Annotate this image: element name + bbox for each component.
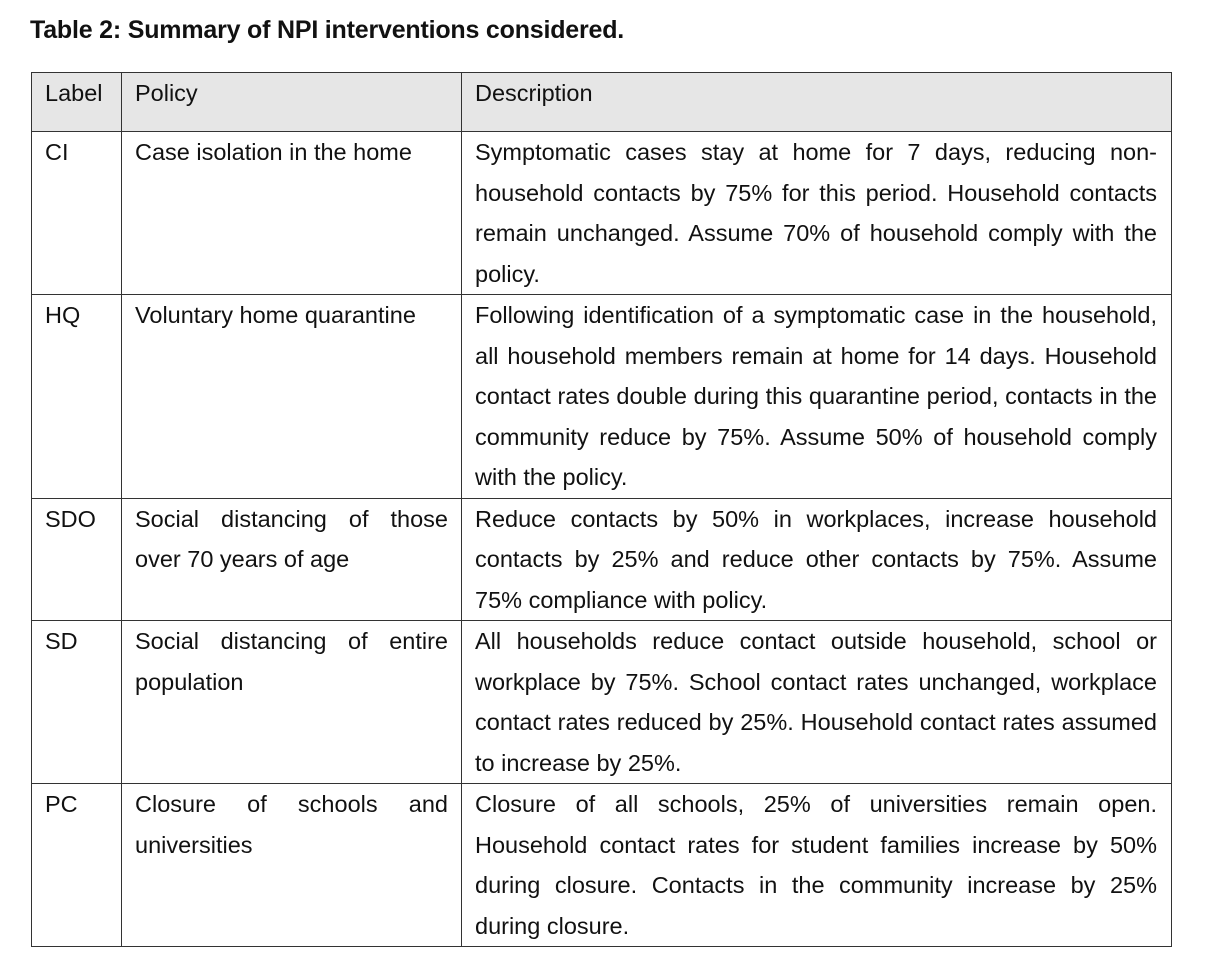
header-policy: Policy <box>121 72 462 132</box>
row-description-cell: Following identification of a symptomati… <box>461 294 1172 499</box>
table-caption: Table 2: Summary of NPI interventions co… <box>30 16 625 44</box>
row-description-cell: Reduce contacts by 50% in workplaces, in… <box>461 497 1172 621</box>
row-description-cell: All households reduce contact outside ho… <box>461 620 1172 784</box>
table-row: PC Closure of schools and universities C… <box>31 783 1172 947</box>
row-label-cell: SDO <box>31 497 122 621</box>
row-label-cell: PC <box>31 783 122 947</box>
row-policy-cell: Closure of schools and universities <box>121 783 462 947</box>
row-policy-cell: Social distancing of those over 70 years… <box>121 497 462 621</box>
table-row: SDO Social distancing of those over 70 y… <box>31 497 1172 621</box>
table-row: CI Case isolation in the home Symptomati… <box>31 131 1172 295</box>
table-row: HQ Voluntary home quarantine Following i… <box>31 294 1172 499</box>
header-label: Label <box>31 72 122 132</box>
row-policy-cell: Voluntary home quarantine <box>121 294 462 499</box>
row-label-cell: SD <box>31 620 122 784</box>
row-label-cell: HQ <box>31 294 122 499</box>
table-row: SD Social distancing of entire populatio… <box>31 620 1172 784</box>
row-policy-cell: Social distancing of entire population <box>121 620 462 784</box>
table-header-row: Label Policy Description <box>31 72 1172 132</box>
row-description-cell: Symptomatic cases stay at home for 7 day… <box>461 131 1172 295</box>
row-label-cell: CI <box>31 131 122 295</box>
header-description: Description <box>461 72 1172 132</box>
npi-interventions-table: Label Policy Description CI Case isolati… <box>31 72 1172 947</box>
row-description-cell: Closure of all schools, 25% of universit… <box>461 783 1172 947</box>
row-policy-cell: Case isolation in the home <box>121 131 462 295</box>
